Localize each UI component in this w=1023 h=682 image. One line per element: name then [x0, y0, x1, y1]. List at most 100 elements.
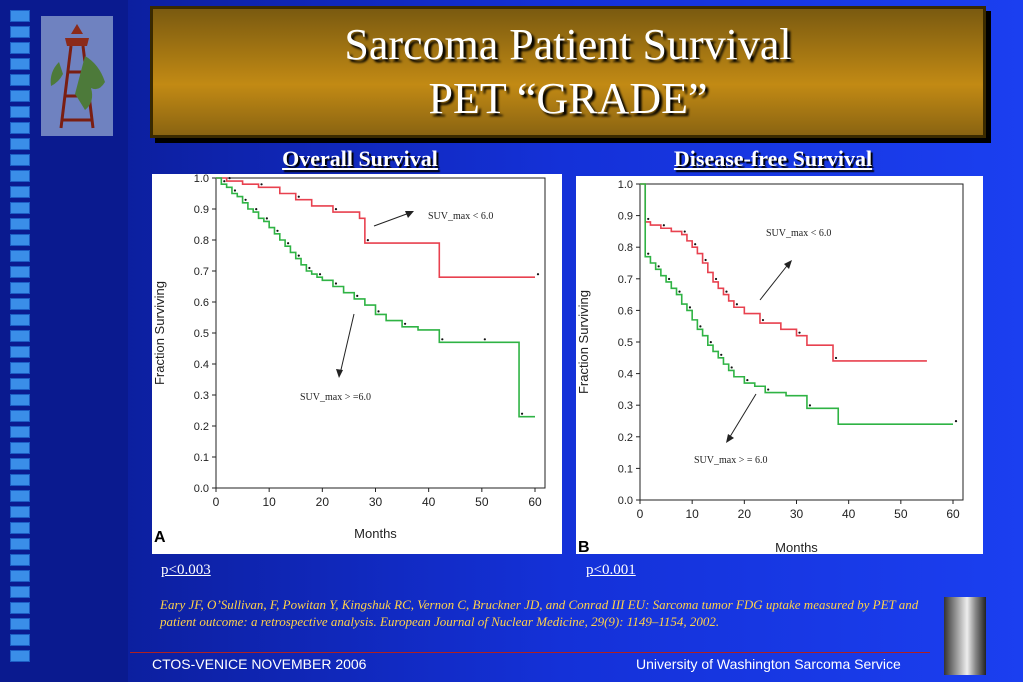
annotation-suv-low: SUV_max < 6.0	[766, 228, 831, 239]
annotation-arrow-suv-low	[759, 261, 791, 301]
tower-logo-image	[41, 16, 113, 136]
censor-mark	[520, 412, 524, 415]
y-tick-label: 0.0	[618, 495, 633, 507]
strip-square	[10, 586, 30, 598]
censor-mark	[308, 266, 311, 270]
survival-curve-suv-high	[640, 183, 953, 425]
y-tick-label: 0.4	[618, 369, 633, 381]
strip-square	[10, 442, 30, 454]
y-tick-label: 0.5	[618, 337, 633, 349]
censor-mark	[798, 331, 801, 334]
xray-image	[944, 597, 986, 675]
strip-square	[10, 234, 30, 246]
strip-square	[10, 394, 30, 406]
y-tick-label: 0.4	[194, 359, 209, 371]
strip-square	[10, 618, 30, 630]
y-tick-label: 0.6	[618, 305, 633, 317]
censor-mark	[356, 294, 359, 297]
censor-mark	[647, 252, 650, 255]
strip-square	[10, 186, 30, 198]
strip-square	[10, 74, 30, 86]
censor-mark	[297, 254, 300, 257]
x-tick-label: 30	[369, 495, 383, 509]
arrowhead	[784, 260, 792, 269]
censor-mark	[223, 180, 226, 183]
strip-square	[10, 506, 30, 518]
annotation-suv-high: SUV_max > =6.0	[300, 392, 371, 403]
censor-mark	[536, 273, 540, 276]
censor-mark	[233, 189, 237, 192]
strip-square	[10, 346, 30, 358]
strip-square	[10, 426, 30, 438]
panel-letter: A	[154, 529, 166, 546]
overall-survival-header: Overall Survival	[282, 146, 438, 171]
y-tick-label: 1.0	[618, 179, 633, 191]
strip-square	[10, 218, 30, 230]
y-tick-label: 0.6	[194, 297, 209, 309]
y-tick-label: 0.9	[618, 211, 633, 223]
censor-mark	[662, 224, 665, 227]
censor-mark	[667, 277, 671, 281]
footer-institution: University of Washington Sarcoma Service	[636, 656, 901, 672]
y-tick-label: 0.2	[194, 421, 209, 433]
strip-square	[10, 362, 30, 374]
censor-mark	[834, 356, 838, 360]
strip-square	[10, 554, 30, 566]
censor-mark	[318, 273, 322, 276]
footer-divider	[130, 652, 930, 653]
censor-mark	[403, 322, 407, 325]
censor-mark	[954, 420, 958, 423]
strip-square	[10, 106, 30, 118]
censor-mark	[683, 230, 686, 233]
censor-mark	[694, 243, 697, 246]
y-tick-label: 0.8	[194, 235, 209, 247]
x-tick-label: 20	[316, 495, 330, 509]
strip-square	[10, 122, 30, 134]
censor-mark	[709, 341, 712, 344]
censor-mark	[265, 217, 268, 220]
strip-square	[10, 90, 30, 102]
y-tick-label: 0.7	[618, 274, 633, 286]
censor-mark	[483, 338, 486, 341]
y-tick-label: 0.8	[618, 242, 633, 254]
x-axis-label: Months	[354, 526, 397, 541]
strip-square	[10, 266, 30, 278]
censor-mark	[704, 258, 707, 262]
disease-free-survival-chart: 0.0 0.1 0.2 0.3 0.4 0.5 0.6 0.7 0.8 0.9 1.0 0 10 20 30…	[576, 179, 964, 554]
strip-square	[10, 10, 30, 22]
survival-curve-suv-high	[216, 177, 535, 418]
chart-panel-disease-free-survival: 0.0 0.1 0.2 0.3 0.4 0.5 0.6 0.7 0.8 0.9 1.0 0 10 20 30…	[576, 176, 983, 554]
strip-square	[10, 410, 30, 422]
strip-square	[10, 602, 30, 614]
censor-mark	[287, 242, 290, 245]
annotation-arrow-suv-high	[727, 393, 757, 441]
slide-title-line2: PET “GRADE”	[428, 74, 708, 123]
censor-mark	[647, 217, 650, 221]
strip-square	[10, 522, 30, 534]
disease-free-survival-header: Disease-free Survival	[673, 146, 873, 171]
strip-square	[10, 282, 30, 294]
strip-square	[10, 538, 30, 550]
annotation-arrow-suv-low	[373, 211, 413, 227]
censor-mark	[260, 183, 263, 186]
y-tick-label: 0.2	[618, 432, 633, 444]
y-tick-label: 0.3	[194, 390, 209, 402]
decorative-square-strip	[10, 10, 32, 662]
y-axis-label: Fraction Surviving	[152, 281, 167, 385]
y-tick-label: 0.9	[194, 204, 209, 216]
censor-mark	[244, 198, 247, 201]
overall-survival-chart: 0.0 0.1 0.2 0.3 0.4 0.5 0.6 0.7 0.8 0.9 1.0 0 10 20 30…	[152, 174, 546, 546]
strip-square	[10, 650, 30, 662]
strip-square	[10, 634, 30, 646]
survival-curve-suv-low	[640, 183, 927, 362]
strip-square	[10, 26, 30, 38]
strip-square	[10, 154, 30, 166]
arrowhead	[405, 211, 414, 218]
strip-square	[10, 202, 30, 214]
strip-square	[10, 474, 30, 486]
censor-mark	[735, 303, 738, 306]
title-banner: Sarcoma Patient Survival PET “GRADE”	[150, 6, 986, 138]
strip-square	[10, 58, 30, 70]
y-tick-label: 0.7	[194, 266, 209, 278]
censor-mark	[714, 277, 718, 281]
